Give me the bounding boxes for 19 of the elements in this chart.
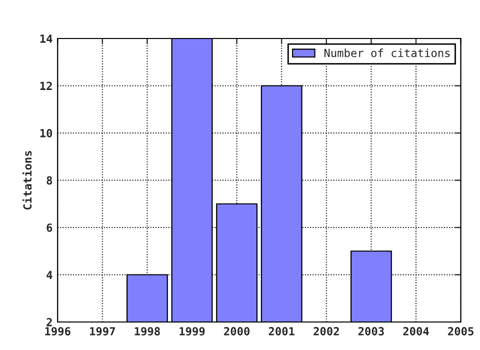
x-tick-label: 1997 <box>90 327 115 336</box>
legend-label: Number of citations <box>324 48 450 58</box>
x-tick-label: 2001 <box>268 327 294 336</box>
x-tick-label: 1998 <box>134 327 160 336</box>
x-tick-label: 2005 <box>448 327 474 336</box>
x-tick-label: 1996 <box>45 327 70 336</box>
x-tick-label: 2004 <box>403 327 429 336</box>
x-tick-label: 1999 <box>180 327 205 336</box>
y-tick-label: 14 <box>40 34 52 43</box>
y-tick-label: 12 <box>40 82 52 90</box>
x-tick-label: 2000 <box>224 327 250 336</box>
x-tick-label: 2002 <box>314 327 339 336</box>
y-tick-label: 2 <box>46 318 52 326</box>
y-tick-label: 4 <box>46 270 52 279</box>
y-tick-label: 8 <box>46 176 52 185</box>
y-tick-label: 10 <box>40 128 52 138</box>
y-tick-label: 6 <box>46 223 52 232</box>
x-tick-label: 2003 <box>358 327 384 336</box>
y-axis-title: Citations <box>22 151 32 210</box>
